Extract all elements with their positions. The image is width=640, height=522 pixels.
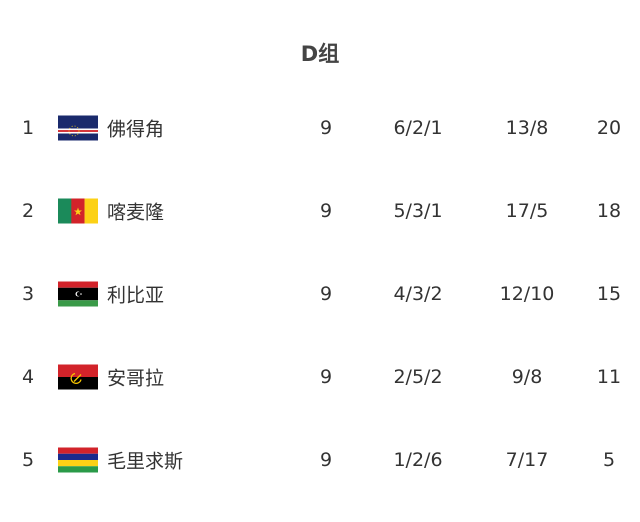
goals: 9/8 bbox=[511, 366, 543, 388]
played: 9 bbox=[319, 200, 333, 222]
rank: 4 bbox=[22, 366, 35, 388]
standings-row: 1 佛得角 9 6/2/1 13/8 20 bbox=[0, 113, 640, 143]
team-name: 利比亚 bbox=[107, 284, 165, 307]
win-draw-loss: 6/2/1 bbox=[393, 117, 443, 139]
points: 20 bbox=[596, 117, 622, 139]
played: 9 bbox=[319, 117, 333, 139]
standings-row: 5 毛里求斯 9 1/2/6 7/17 5 bbox=[0, 445, 640, 475]
points: 5 bbox=[602, 449, 616, 471]
team-name: 毛里求斯 bbox=[107, 450, 184, 473]
libya-flag-icon bbox=[58, 281, 98, 307]
goals: 17/5 bbox=[505, 200, 549, 222]
played: 9 bbox=[319, 449, 333, 471]
standings-row: 2 喀麦隆 9 5/3/1 17/5 18 bbox=[0, 196, 640, 226]
cameroon-flag-icon bbox=[58, 198, 98, 224]
rank: 5 bbox=[22, 449, 35, 471]
win-draw-loss: 1/2/6 bbox=[393, 449, 443, 471]
points: 15 bbox=[596, 283, 622, 305]
win-draw-loss: 5/3/1 bbox=[393, 200, 443, 222]
mauritius-flag-icon bbox=[58, 447, 98, 473]
cape-verde-flag-icon bbox=[58, 115, 98, 141]
rank: 1 bbox=[22, 117, 35, 139]
standings-row: 3 利比亚 9 4/3/2 12/10 15 bbox=[0, 279, 640, 309]
played: 9 bbox=[319, 283, 333, 305]
rank: 2 bbox=[22, 200, 35, 222]
played: 9 bbox=[319, 366, 333, 388]
goals: 12/10 bbox=[499, 283, 555, 305]
group-title: D组 bbox=[300, 42, 340, 66]
rank: 3 bbox=[22, 283, 35, 305]
angola-flag-icon bbox=[58, 364, 98, 390]
team-name: 佛得角 bbox=[107, 118, 165, 141]
standings-row: 4 安哥拉 9 2/5/2 9/8 11 bbox=[0, 362, 640, 392]
team-name: 安哥拉 bbox=[107, 367, 165, 390]
points: 18 bbox=[596, 200, 622, 222]
goals: 7/17 bbox=[505, 449, 549, 471]
win-draw-loss: 4/3/2 bbox=[393, 283, 443, 305]
points: 11 bbox=[596, 366, 622, 388]
goals: 13/8 bbox=[505, 117, 549, 139]
team-name: 喀麦隆 bbox=[107, 201, 165, 224]
win-draw-loss: 2/5/2 bbox=[393, 366, 443, 388]
